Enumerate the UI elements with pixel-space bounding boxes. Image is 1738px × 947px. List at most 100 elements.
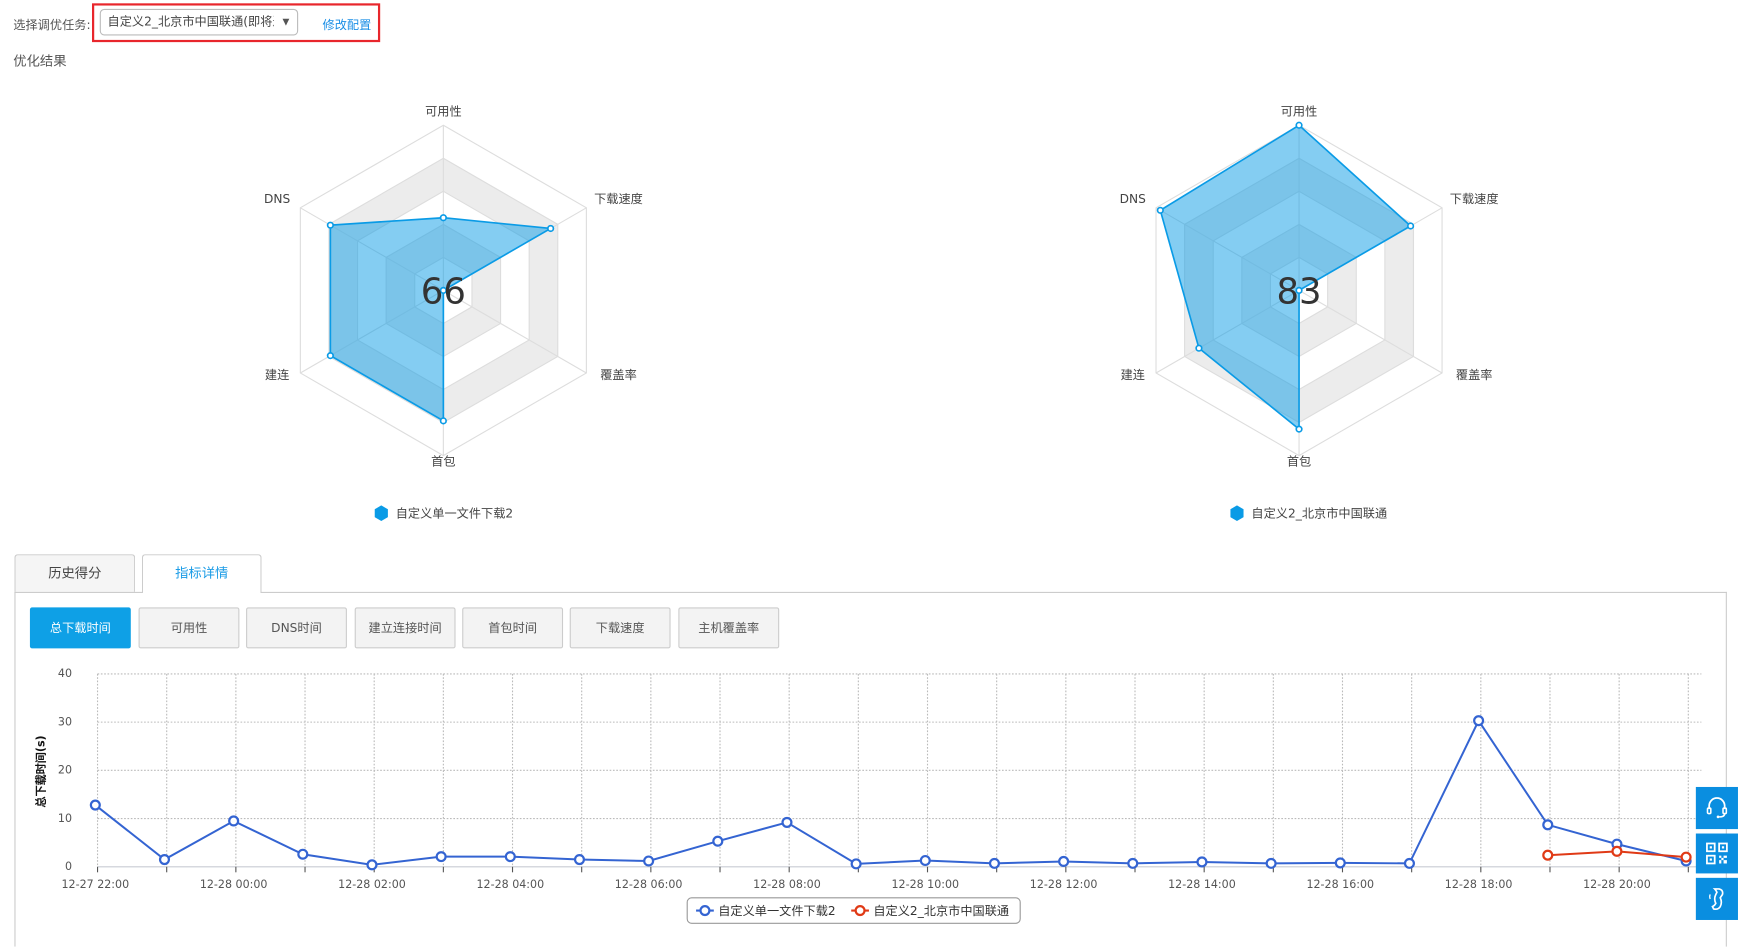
y-tick-label: 20 xyxy=(58,764,72,777)
x-tick-label: 12-28 16:00 xyxy=(1306,878,1374,891)
tab-metric-details[interactable]: 指标详情 xyxy=(141,554,262,593)
series-point xyxy=(1196,856,1208,868)
edit-config-link[interactable]: 修改配置 xyxy=(322,17,372,33)
radar-axis-label-availability: 可用性 xyxy=(1281,104,1318,118)
legend-item-label: 自定义2_北京市中国联通 xyxy=(873,903,1009,918)
series-line xyxy=(94,718,1687,866)
series-point xyxy=(1473,715,1485,727)
metric-button-availability[interactable]: 可用性 xyxy=(138,607,240,649)
radar-axis-label-download-speed: 下载速度 xyxy=(594,191,643,206)
x-tick-label: 12-28 08:00 xyxy=(753,878,821,891)
radar-legend[interactable]: 自定义2_北京市中国联通 xyxy=(1230,504,1387,522)
radar-axis-line xyxy=(443,289,587,374)
x-tick-label: 12-27 22:00 xyxy=(62,878,130,891)
side-button-support[interactable] xyxy=(1695,786,1738,830)
phone-icon xyxy=(1709,888,1724,910)
x-tick-label: 12-28 12:00 xyxy=(1030,878,1098,891)
x-tick-label: 12-28 02:00 xyxy=(338,878,406,891)
metric-button-connect-time[interactable]: 建立连接时间 xyxy=(354,607,456,649)
metric-button-host-coverage[interactable]: 主机覆盖率 xyxy=(678,607,780,649)
radar-point xyxy=(326,352,334,360)
series-point xyxy=(712,835,724,847)
x-tick-label: 12-28 14:00 xyxy=(1168,878,1236,891)
radar-legend-label: 自定义2_北京市中国联通 xyxy=(1251,506,1388,521)
metric-button-first-packet-time[interactable]: 首包时间 xyxy=(462,607,564,649)
radar-axis-label-dns: DNS xyxy=(264,192,291,206)
radar-axis-label-availability: 可用性 xyxy=(425,104,462,118)
headset-icon xyxy=(1706,797,1728,819)
radar-point xyxy=(547,224,555,233)
radar-axis-line xyxy=(1298,289,1443,374)
chevron-down-icon: ▼ xyxy=(282,16,290,27)
radar-point xyxy=(1407,222,1415,230)
radar-axis-label-coverage: 覆盖率 xyxy=(1456,367,1493,382)
legend-marker-icon xyxy=(854,905,866,917)
legend-marker-icon xyxy=(699,905,711,917)
radar-legend[interactable]: 自定义单一文件下载2 xyxy=(374,504,514,522)
radar-axis-label-coverage: 覆盖率 xyxy=(600,367,637,382)
metric-button-download-speed[interactable]: 下载速度 xyxy=(569,607,671,649)
x-tick-label: 12-28 10:00 xyxy=(891,878,959,891)
radar-point xyxy=(326,221,334,229)
series-point xyxy=(1542,849,1554,861)
series-point xyxy=(1403,857,1415,869)
y-tick-label: 10 xyxy=(58,812,72,825)
radar-score: 66 xyxy=(421,272,466,313)
task-select-label: 选择调优任务: xyxy=(13,17,91,33)
series-point xyxy=(1058,855,1070,868)
side-button-phone[interactable] xyxy=(1695,877,1738,920)
series-point xyxy=(366,859,378,871)
series-point xyxy=(988,857,1000,869)
radar-point xyxy=(1156,206,1164,214)
radar-point xyxy=(1195,344,1203,352)
series-point xyxy=(1542,819,1554,831)
tab-panel xyxy=(14,591,1727,947)
series-point xyxy=(504,851,516,863)
task-select[interactable]: 自定义2_北京市中国联通(即将过 ▼ xyxy=(99,8,299,36)
radar-axis-label-connect: 建连 xyxy=(265,367,289,382)
radar-point xyxy=(1295,286,1303,295)
series-point xyxy=(643,855,655,867)
radar-axis-label-download-speed: 下载速度 xyxy=(1450,191,1499,206)
highlight-box xyxy=(91,3,381,43)
series-point xyxy=(850,858,862,870)
x-tick-label: 12-28 04:00 xyxy=(476,878,544,891)
chart-legend: 自定义单一文件下载2 自定义2_北京市中国联通 xyxy=(686,897,1021,924)
y-tick-label: 0 xyxy=(65,860,72,873)
side-button-qr[interactable] xyxy=(1695,833,1738,874)
radar-axis-label-dns: DNS xyxy=(1120,192,1147,206)
series-point xyxy=(297,848,309,860)
radar-point xyxy=(1295,121,1303,129)
series-point xyxy=(1334,857,1346,869)
tab-history-score[interactable]: 历史得分 xyxy=(14,554,136,592)
radar-legend-label: 自定义单一文件下载2 xyxy=(395,506,514,521)
radar-point xyxy=(439,417,447,425)
radar-axis-label-connect: 建连 xyxy=(1121,367,1145,382)
hexagon-icon xyxy=(1230,505,1244,521)
series-point xyxy=(1680,851,1692,863)
series-point xyxy=(1265,857,1277,869)
x-tick-label: 12-28 00:00 xyxy=(200,878,268,891)
radar-point xyxy=(439,214,447,222)
y-tick-label: 40 xyxy=(58,667,72,680)
series-point xyxy=(1127,857,1139,869)
series-point xyxy=(435,851,447,863)
metric-button-dns-time[interactable]: DNS时间 xyxy=(246,607,347,649)
qr-code-icon xyxy=(1706,842,1728,865)
series-point xyxy=(919,854,931,867)
series-point xyxy=(1611,845,1623,857)
x-tick-label: 12-28 20:00 xyxy=(1583,878,1651,891)
download-time-chart: 0 10 20 30 40 12-27 22:00 12-28 00:00 12-28 02:… xyxy=(33,667,1702,924)
radar-point xyxy=(439,286,447,295)
section-title: 优化结果 xyxy=(13,53,67,69)
hexagon-icon xyxy=(374,505,388,521)
x-tick-label: 12-28 18:00 xyxy=(1445,878,1513,891)
legend-item-label: 自定义单一文件下载2 xyxy=(718,903,835,918)
series-point xyxy=(89,799,101,811)
y-tick-label: 30 xyxy=(58,715,72,728)
radar-score: 83 xyxy=(1276,272,1321,313)
radar-axis-label-first-packet: 首包 xyxy=(431,455,455,469)
metric-button-total-download-time[interactable]: 总下载时间 xyxy=(29,607,131,649)
